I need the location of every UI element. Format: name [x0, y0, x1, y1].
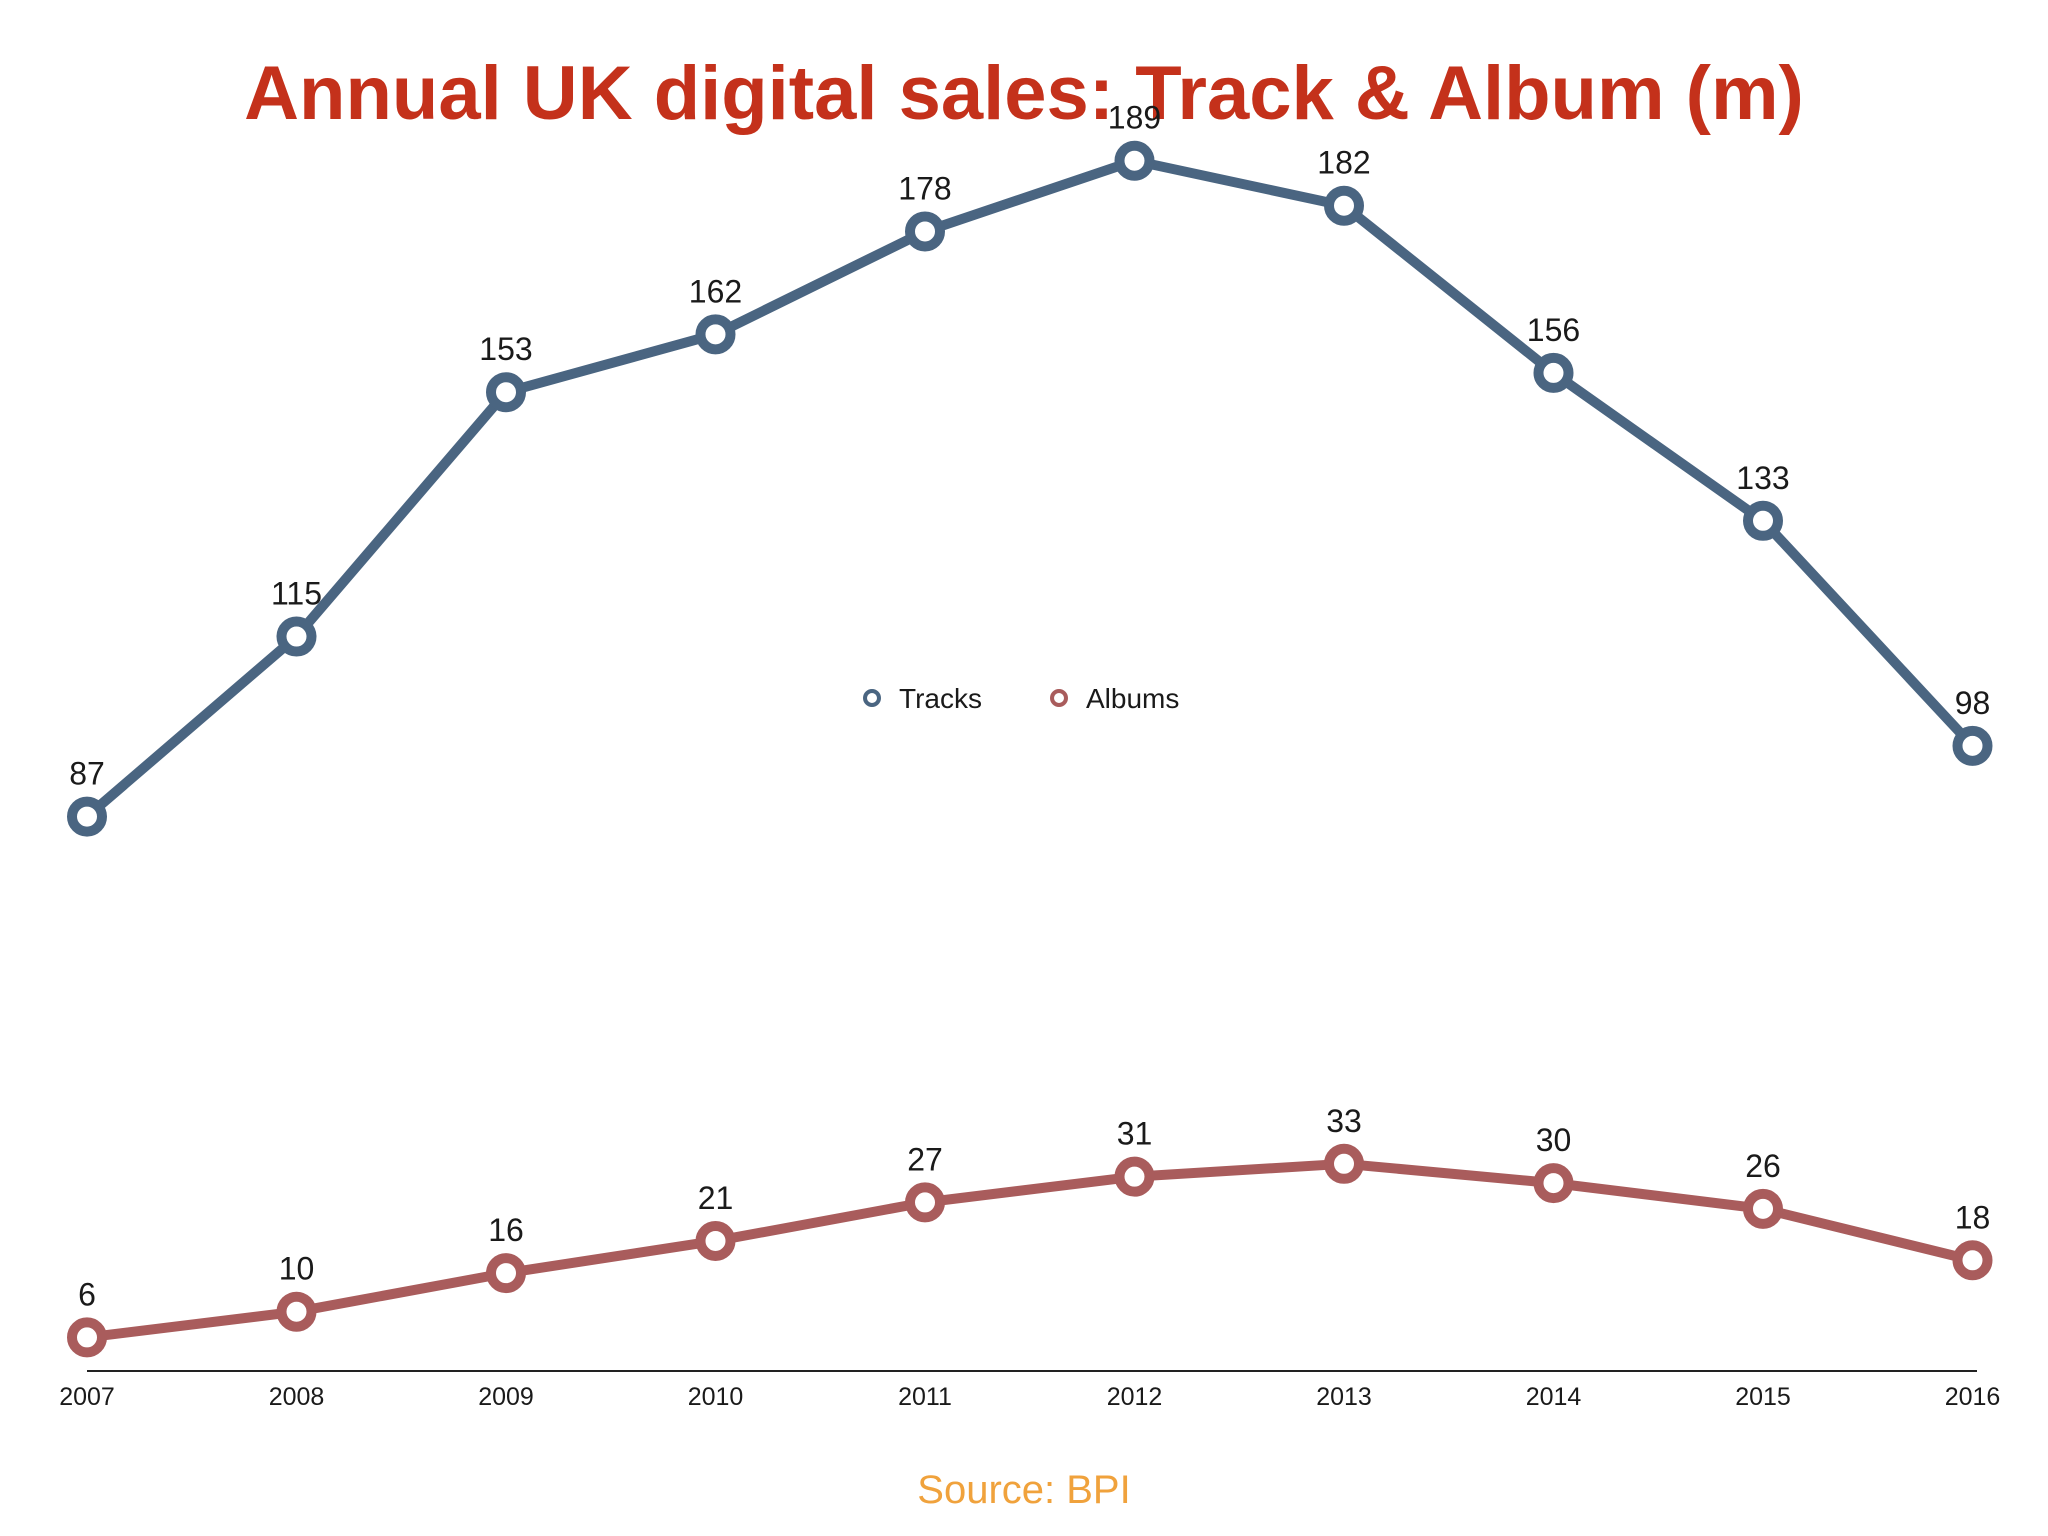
data-point-tracks-2007 — [67, 796, 107, 837]
x-tick-label-2007: 2007 — [59, 1383, 115, 1411]
data-label-albums-2012: 31 — [1117, 1116, 1153, 1152]
data-point-tracks-2008 — [276, 616, 317, 657]
data-label-tracks-2007: 87 — [69, 756, 105, 792]
series-layer: 87 115 153 162 178 189 182 156 133 98 6 10 16 21 27 31 3… — [67, 100, 1993, 1358]
data-point-tracks-2016 — [1952, 725, 1993, 766]
data-point-albums-2015 — [1743, 1188, 1783, 1229]
data-point-albums-2016 — [1952, 1240, 1993, 1281]
data-point-albums-2007 — [67, 1317, 107, 1358]
data-point-tracks-2015 — [1743, 500, 1783, 541]
legend-marker-tracks — [863, 689, 881, 707]
legend-label-albums: Albums — [1086, 683, 1179, 714]
data-label-tracks-2009: 153 — [479, 331, 532, 367]
x-axis-ticks: 2007 2008 2009 2010 2011 2012 2013 2014 2015 2016 — [59, 1383, 2000, 1411]
data-label-tracks-2016: 98 — [1955, 685, 1991, 721]
data-label-albums-2016: 18 — [1955, 1199, 1991, 1235]
data-point-tracks-2009 — [486, 372, 526, 413]
x-tick-label-2015: 2015 — [1735, 1383, 1791, 1411]
data-label-tracks-2012: 189 — [1108, 100, 1161, 136]
x-tick-label-2010: 2010 — [688, 1383, 744, 1411]
legend-label-tracks: Tracks — [899, 683, 982, 714]
series-tracks: 87 115 153 162 178 189 182 156 133 98 — [67, 100, 1993, 837]
data-point-tracks-2012 — [1114, 140, 1155, 181]
data-point-albums-2011 — [905, 1182, 945, 1223]
data-label-albums-2008: 10 — [279, 1251, 315, 1287]
data-point-tracks-2013 — [1324, 185, 1364, 226]
data-point-albums-2008 — [276, 1291, 317, 1332]
x-tick-label-2016: 2016 — [1945, 1383, 2001, 1411]
data-point-tracks-2010 — [695, 314, 736, 355]
data-label-albums-2011: 27 — [907, 1141, 943, 1177]
legend-marker-albums — [1050, 689, 1068, 707]
data-label-albums-2007: 6 — [78, 1276, 96, 1312]
data-label-tracks-2008: 115 — [271, 576, 322, 612]
series-albums: 6 10 16 21 27 31 33 30 26 18 — [67, 1103, 1993, 1358]
data-label-albums-2010: 21 — [698, 1180, 734, 1216]
x-tick-label-2013: 2013 — [1316, 1383, 1372, 1411]
x-tick-label-2011: 2011 — [898, 1383, 952, 1411]
data-point-tracks-2014 — [1533, 352, 1574, 393]
data-point-albums-2010 — [695, 1220, 736, 1261]
source-note: Source: BPI — [917, 1468, 1131, 1512]
series-line-tracks — [82, 155, 1978, 822]
data-point-albums-2012 — [1114, 1156, 1155, 1197]
data-label-albums-2015: 26 — [1745, 1148, 1781, 1184]
x-tick-label-2009: 2009 — [478, 1383, 534, 1411]
data-label-albums-2013: 33 — [1326, 1103, 1362, 1139]
chart-title: Annual UK digital sales: Track & Album (… — [244, 51, 1804, 136]
data-label-albums-2009: 16 — [488, 1212, 524, 1248]
data-point-tracks-2011 — [905, 211, 945, 252]
data-label-tracks-2011: 178 — [898, 170, 951, 206]
data-point-albums-2013 — [1324, 1143, 1364, 1184]
data-label-albums-2014: 30 — [1536, 1122, 1572, 1158]
legend: Tracks Albums — [863, 683, 1179, 714]
data-label-tracks-2013: 182 — [1317, 145, 1370, 181]
data-label-tracks-2014: 156 — [1527, 312, 1580, 348]
data-label-tracks-2015: 133 — [1736, 460, 1789, 496]
data-label-tracks-2010: 162 — [689, 273, 742, 309]
x-tick-label-2014: 2014 — [1526, 1383, 1582, 1411]
x-tick-label-2008: 2008 — [269, 1383, 325, 1411]
data-point-albums-2009 — [486, 1253, 526, 1294]
data-point-albums-2014 — [1533, 1163, 1574, 1204]
series-line-albums — [82, 1158, 1978, 1343]
x-tick-label-2012: 2012 — [1107, 1383, 1163, 1411]
